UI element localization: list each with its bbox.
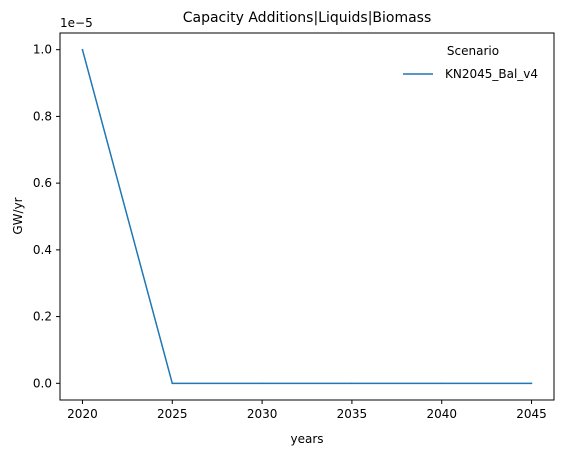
y-tick-label: 0.0 <box>33 376 52 390</box>
x-tick-label: 2045 <box>516 407 547 421</box>
x-tick-label: 2035 <box>337 407 368 421</box>
x-tick-label: 2020 <box>67 407 98 421</box>
y-axis: 0.0 0.2 0.4 0.6 0.8 1.0 <box>33 43 60 390</box>
data-point <box>171 382 174 385</box>
legend: Scenario KN2045_Bal_v4 <box>403 44 538 81</box>
y-offset-text: 1e−5 <box>60 16 93 30</box>
plot-area <box>81 48 533 385</box>
y-tick-label: 0.4 <box>33 243 52 257</box>
x-tick-label: 2030 <box>247 407 278 421</box>
data-point <box>351 382 353 385</box>
x-tick-label: 2040 <box>426 407 457 421</box>
y-tick-label: 1.0 <box>33 43 52 57</box>
x-axis: 2020 2025 2030 2035 2040 2045 <box>67 400 547 421</box>
y-tick-label: 0.2 <box>33 310 52 324</box>
data-point <box>530 382 533 385</box>
plot-frame <box>59 32 555 401</box>
x-axis-label: years <box>290 432 323 446</box>
y-tick-label: 0.6 <box>33 176 52 190</box>
x-tick-label: 2025 <box>157 407 188 421</box>
data-point <box>440 382 443 385</box>
legend-entries: KN2045_Bal_v4 <box>403 67 538 81</box>
series-line <box>81 49 532 385</box>
y-axis-label: GW/yr <box>11 197 25 234</box>
legend-title: Scenario <box>447 44 499 58</box>
data-point <box>81 48 84 51</box>
data-point <box>261 382 263 385</box>
chart-title: Capacity Additions|Liquids|Biomass <box>183 10 432 26</box>
legend-label: KN2045_Bal_v4 <box>445 67 538 81</box>
y-tick-label: 0.8 <box>33 109 52 123</box>
